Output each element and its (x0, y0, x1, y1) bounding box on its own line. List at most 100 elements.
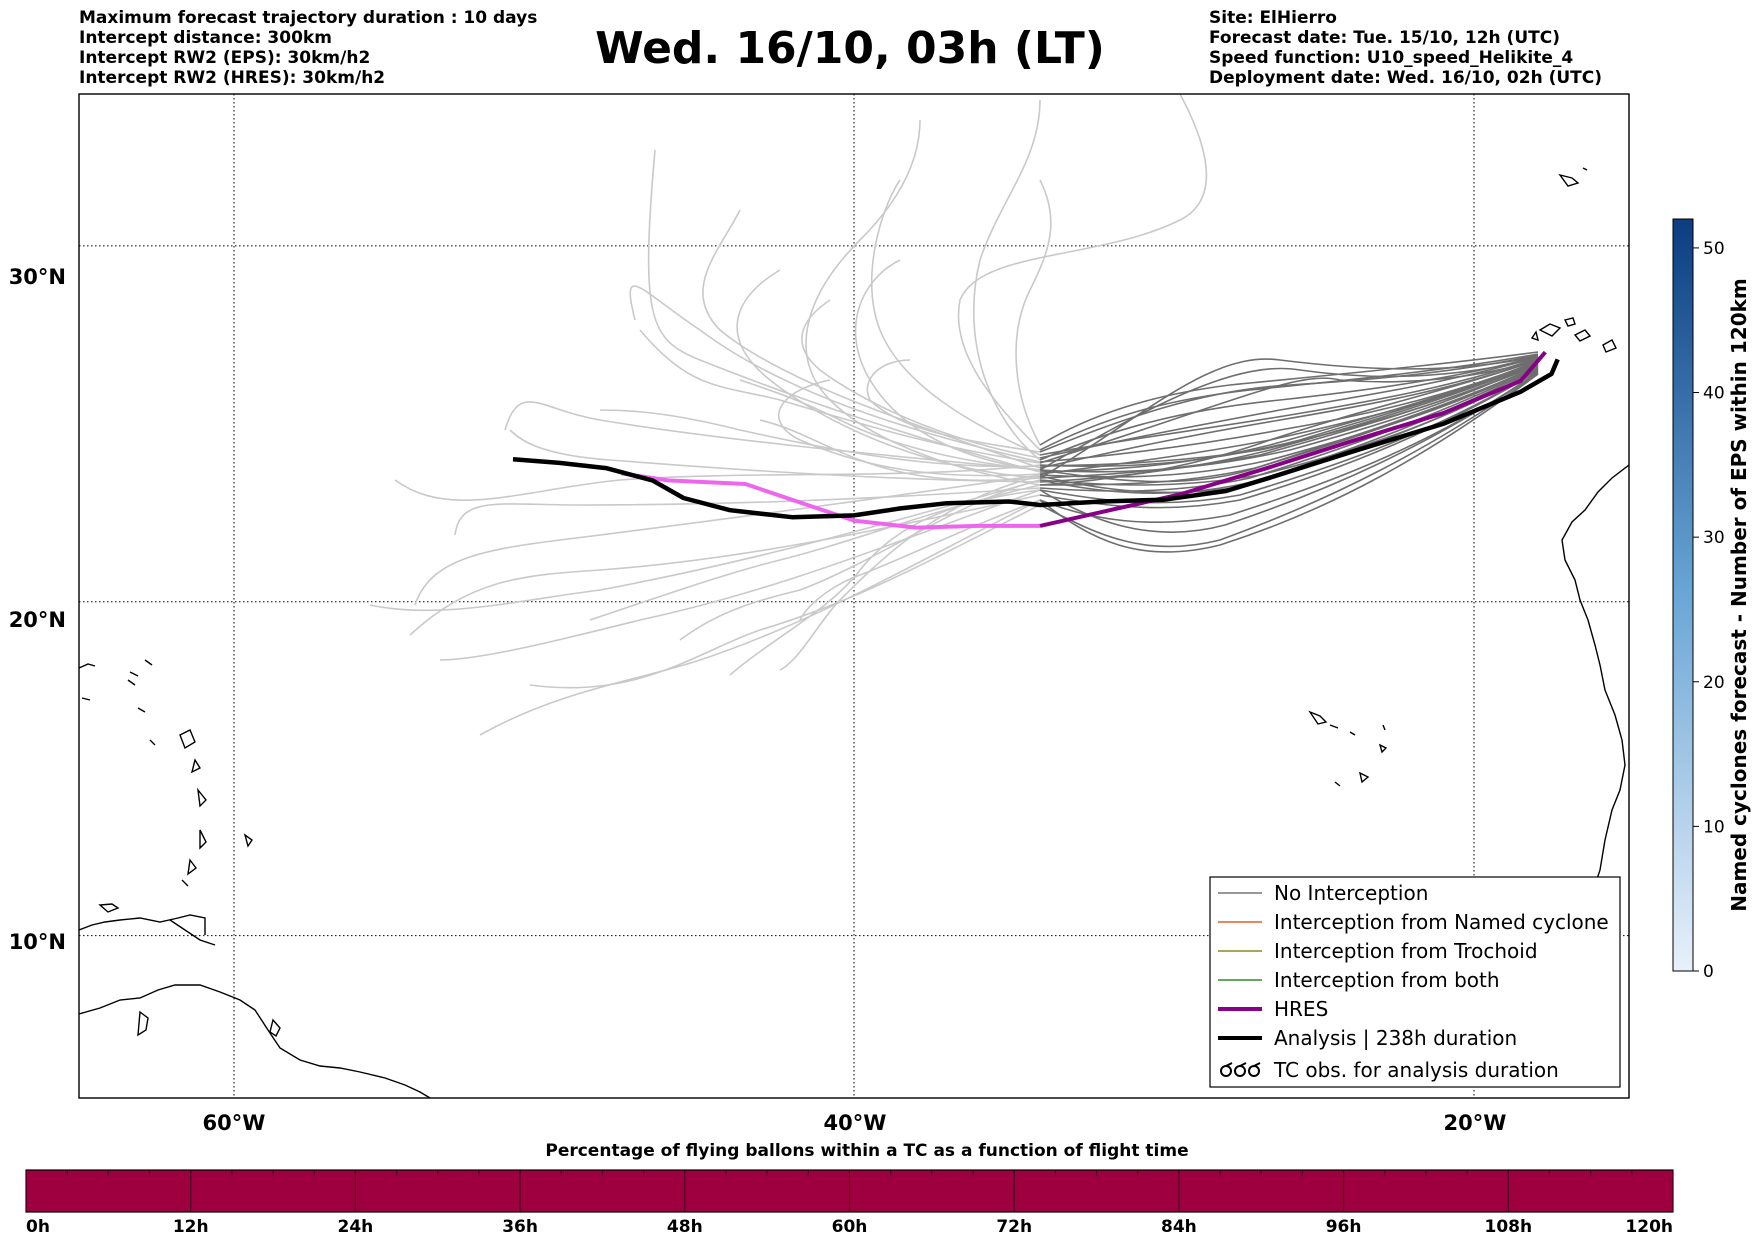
percentage-bar-tick-label: 24h (338, 1217, 374, 1237)
colorbar-label: Named cyclones forecast - Number of EPS … (1727, 278, 1751, 912)
canary-islands (1530, 317, 1617, 353)
legend-item-hres: HRES (1218, 997, 1328, 1021)
trajectory (1039, 371, 1539, 524)
legend-item-tc-obs: TC obs. for analysis duration (1220, 1058, 1559, 1082)
trajectory (1039, 360, 1539, 463)
site-info: Site: ElHierro Forecast date: Tue. 15/10… (1209, 8, 1602, 88)
legend: No Interception Interception from Named … (1209, 876, 1621, 1088)
header-left-line: Intercept RW2 (EPS): 30km/h2 (79, 48, 371, 68)
trajectory (1039, 361, 1539, 473)
trajectory (529, 504, 1041, 689)
colorbar: 0 10 20 30 40 50 Named cyclones forecast - Nu… (1672, 218, 1751, 982)
lat-label-20: 20°N (9, 608, 66, 632)
trajectory (454, 487, 1041, 536)
trajectory (639, 329, 1041, 464)
page-title: Wed. 16/10, 03h (LT) (595, 23, 1105, 74)
hispaniola-coast (169, 919, 216, 946)
svg-text:Interception from both: Interception from both (1274, 968, 1500, 992)
trajectory (1039, 372, 1539, 533)
colorbar-gradient (1672, 218, 1694, 972)
trajectory (759, 419, 1041, 482)
trajectory (589, 484, 1041, 621)
ensemble-trajectories-dark (1039, 351, 1539, 553)
header-left-line: Maximum forecast trajectory duration : 1… (79, 8, 538, 28)
bermuda-area (79, 663, 139, 701)
colorbar-tick-label: 40 (1703, 384, 1725, 404)
header-left-line: Intercept distance: 300km (79, 28, 332, 48)
lat-label-30: 30°N (9, 265, 66, 289)
trajectory (1039, 365, 1539, 486)
trajectory (957, 94, 1208, 451)
lon-label-40w: 40°W (824, 1111, 887, 1135)
percentage-bar-tick-label: 60h (832, 1217, 868, 1237)
trajectory (409, 494, 1041, 636)
percentage-bar-tick-label: 72h (996, 1217, 1032, 1237)
lon-label-60w: 60°W (203, 1111, 266, 1135)
south-america-coast (79, 984, 431, 1098)
trajectory (805, 119, 1041, 486)
latitude-labels: 30°N 20°N 10°N (9, 265, 66, 954)
trajectory (509, 429, 1041, 483)
percentage-bar-title: Percentage of flying ballons within a TC… (545, 1141, 1188, 1161)
percentage-bar-tick-label: 108h (1485, 1217, 1533, 1237)
trajectory (1039, 359, 1539, 464)
caribbean-islands (98, 903, 149, 1037)
trajectory (1039, 370, 1539, 509)
trajectory (1039, 362, 1539, 475)
legend-item-analysis: Analysis | 238h duration (1218, 1026, 1517, 1050)
trajectory (1039, 362, 1539, 483)
colorbar-tick-label: 20 (1703, 673, 1725, 693)
trajectory (414, 474, 1041, 606)
trajectory (504, 401, 1041, 471)
colorbar-tick-label: 50 (1703, 239, 1725, 259)
percentage-bar-tick-label: 0h (26, 1217, 50, 1237)
west-africa-coast (1561, 464, 1629, 901)
legend-box (1209, 876, 1621, 1088)
lon-label-20w: 20°W (1444, 1111, 1507, 1135)
trajectory (779, 475, 1041, 671)
percentage-bar-tick-label: 96h (1326, 1217, 1362, 1237)
percentage-bar-tick-label: 84h (1161, 1217, 1197, 1237)
trajectory (1015, 179, 1052, 446)
analysis-track (512, 358, 1560, 520)
trajectory (1039, 354, 1539, 453)
trajectory (1039, 373, 1539, 553)
legend-item-named-cyclone: Interception from Named cyclone (1218, 910, 1609, 934)
tc-obs-symbol-icon (1220, 1062, 1261, 1077)
trajectory (973, 99, 1041, 461)
trajectory (1039, 373, 1539, 548)
percentage-bar-tick-label: 12h (173, 1217, 209, 1237)
trajectory (369, 479, 1041, 612)
header-right-line: Forecast date: Tue. 15/10, 12h (UTC) (1209, 28, 1560, 48)
trajectory (739, 379, 1041, 471)
trajectory (629, 285, 1041, 463)
trajectory (1039, 351, 1539, 446)
header-right-line: Deployment date: Wed. 16/10, 02h (UTC) (1209, 68, 1603, 88)
venezuela-coast (79, 914, 206, 935)
trajectory (439, 489, 1041, 661)
percentage-bar-tick-label: 120h (1625, 1217, 1673, 1237)
svg-text:No Interception: No Interception (1274, 881, 1428, 905)
trajectory (1039, 358, 1539, 469)
percentage-bar: Percentage of flying ballons within a TC… (25, 1141, 1674, 1237)
legend-item-no-interception: No Interception (1218, 881, 1428, 905)
svg-text:HRES: HRES (1274, 997, 1328, 1021)
trajectory (870, 179, 1041, 456)
percentage-bar-tick-label: 36h (502, 1217, 538, 1237)
trajectory (1039, 355, 1539, 479)
lesser-antilles (127, 659, 253, 887)
colorbar-tick-label: 0 (1703, 962, 1714, 982)
forecast-parameters: Maximum forecast trajectory duration : 1… (79, 8, 537, 88)
hres-track-far (621, 471, 1040, 530)
legend-item-both: Interception from both (1218, 968, 1500, 992)
svg-text:Interception from Trochoid: Interception from Trochoid (1274, 939, 1538, 963)
trajectory (866, 359, 1041, 453)
coastlines (79, 167, 1629, 1098)
map-frame (78, 93, 1630, 1099)
header-left-line: Intercept RW2 (HRES): 30km/h2 (79, 68, 386, 88)
percentage-bar-tick-label: 48h (667, 1217, 703, 1237)
trajectory (647, 149, 1041, 473)
legend-item-trochoid: Interception from Trochoid (1218, 939, 1538, 963)
colorbar-tick-label: 30 (1703, 528, 1725, 548)
cape-verde-islands (1308, 710, 1388, 787)
